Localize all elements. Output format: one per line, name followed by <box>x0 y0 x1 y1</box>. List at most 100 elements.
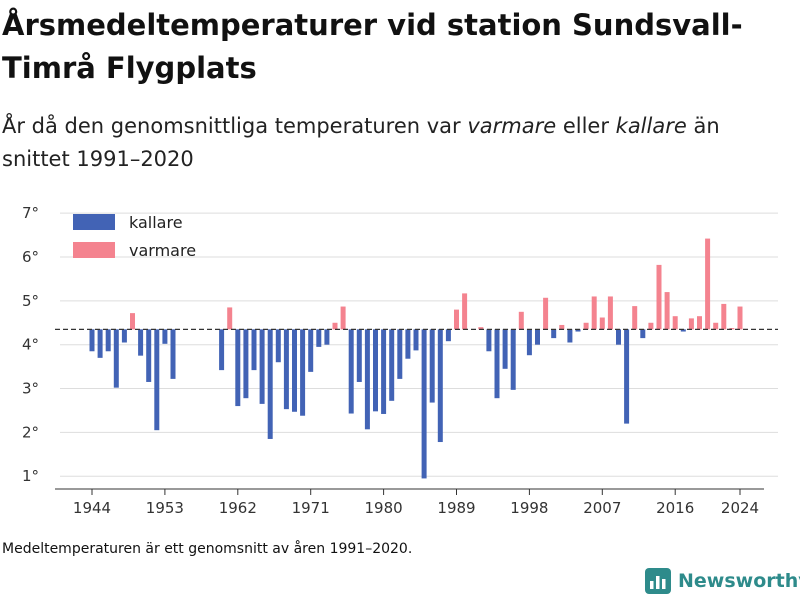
bar-2024 <box>737 306 743 330</box>
x-tick-label: 1953 <box>146 499 184 517</box>
x-tick-label: 1944 <box>73 499 111 517</box>
x-tick-label: 1980 <box>365 499 403 517</box>
bar-1975 <box>340 306 346 330</box>
bar-2022 <box>721 303 727 330</box>
bar-1964 <box>251 329 257 371</box>
bar-1987 <box>437 329 443 443</box>
bar-1979 <box>373 329 378 412</box>
bar-1944 <box>89 329 95 352</box>
x-tick-label: 1971 <box>292 499 330 517</box>
bar-2006 <box>591 296 597 330</box>
chart-title: Årsmedeltemperaturer vid station Sundsva… <box>2 8 743 85</box>
bar-1969 <box>292 329 297 412</box>
x-tick-label: 1962 <box>219 499 257 517</box>
temperature-bar-chart: 1°2°3°4°5°6°7° 1944 1953 1962 1971 1980 1989 1… <box>22 204 778 517</box>
chart-subtitle: År då den genomsnittliga temperaturen va… <box>2 110 782 176</box>
bar-1965 <box>259 329 265 404</box>
subtitle-part: År då den genomsnittliga temperaturen va… <box>2 114 468 138</box>
brand[interactable]: Newsworthy <box>645 568 800 594</box>
bar-1980 <box>381 329 387 414</box>
bar-1962 <box>235 329 241 407</box>
legend-swatch-warmer <box>73 242 115 258</box>
subtitle-part: än snittet 1991–2020 <box>2 114 720 171</box>
y-axis: 1° 2° 3° 4° 5° 6° 7° <box>22 204 39 485</box>
bar-2014 <box>656 264 662 330</box>
bar-1977 <box>356 329 362 382</box>
bar-1973 <box>324 329 330 345</box>
bar-1971 <box>308 329 314 372</box>
bar-1961 <box>227 307 233 330</box>
y-tick-label: 7° <box>22 204 39 222</box>
bar-1974 <box>332 322 338 330</box>
bar-1999 <box>535 329 540 345</box>
bar-1978 <box>364 329 370 430</box>
bar-1997 <box>518 311 524 330</box>
bar-1985 <box>421 329 427 479</box>
bar-1981 <box>389 329 395 401</box>
bar-2015 <box>664 292 670 330</box>
bar-2011 <box>632 306 638 330</box>
legend: kallare varmare <box>73 213 196 260</box>
legend-label-colder: kallare <box>129 213 183 232</box>
bar-1996 <box>510 329 516 390</box>
y-tick-label: 5° <box>22 292 39 310</box>
bar-2000 <box>543 297 549 330</box>
subtitle-colder: kallare <box>615 114 687 138</box>
bar-1983 <box>405 329 411 359</box>
y-tick-label: 6° <box>22 248 39 266</box>
bar-1989 <box>454 309 459 330</box>
bar-1994 <box>494 329 500 399</box>
bar-2008 <box>607 296 613 330</box>
bar-1968 <box>283 329 289 410</box>
y-tick-label: 2° <box>22 423 39 441</box>
bar-1966 <box>267 329 273 439</box>
bar-1945 <box>97 329 103 358</box>
subtitle-warmer: varmare <box>467 114 557 138</box>
bar-2020 <box>705 238 711 330</box>
bar-2009 <box>616 329 621 345</box>
bar-1948 <box>121 329 127 343</box>
x-axis: 1944 1953 1962 1971 1980 1989 1998 2007 2016 2024 <box>73 489 759 517</box>
bar-2012 <box>640 329 646 339</box>
x-tick-label: 2024 <box>721 499 759 517</box>
legend-swatch-colder <box>73 214 115 230</box>
y-tick-label: 3° <box>22 380 39 398</box>
bar-2018 <box>688 318 694 330</box>
brand-name: Newsworthy <box>678 570 800 592</box>
grid-lines <box>60 212 778 477</box>
bar-2023 <box>729 328 735 330</box>
bar-1995 <box>502 329 508 369</box>
footnote: Medeltemperaturen är ett genomsnitt av å… <box>2 541 413 557</box>
bar-1953 <box>162 329 168 344</box>
bar-2010 <box>624 329 630 424</box>
bar-2021 <box>713 322 719 330</box>
bar-2004 <box>575 329 581 332</box>
bar-1982 <box>397 329 403 379</box>
bar-2003 <box>567 329 573 343</box>
bar-1990 <box>462 293 468 330</box>
bar-1963 <box>243 329 249 399</box>
bar-2019 <box>697 316 702 330</box>
bar-1976 <box>348 329 354 414</box>
bar-2005 <box>583 322 589 330</box>
bar-1993 <box>486 329 492 352</box>
subtitle-part: eller <box>556 114 616 138</box>
bar-2007 <box>599 317 605 330</box>
bar-1984 <box>413 329 419 351</box>
x-tick-label: 1998 <box>510 499 548 517</box>
bar-2002 <box>559 324 565 330</box>
bar-2016 <box>672 316 678 330</box>
bar-1986 <box>429 329 435 403</box>
bar-1947 <box>113 329 119 388</box>
bar-1988 <box>445 329 451 342</box>
bar-2017 <box>680 329 686 332</box>
bar-1949 <box>130 313 135 330</box>
bar-2001 <box>551 329 557 339</box>
bar-chart-logo-icon <box>645 568 671 594</box>
y-tick-label: 1° <box>22 467 39 485</box>
bar-1992 <box>478 327 484 330</box>
bar-1972 <box>316 329 322 347</box>
bar-1970 <box>300 329 306 416</box>
bar-1967 <box>275 329 281 363</box>
x-tick-label: 1989 <box>437 499 475 517</box>
